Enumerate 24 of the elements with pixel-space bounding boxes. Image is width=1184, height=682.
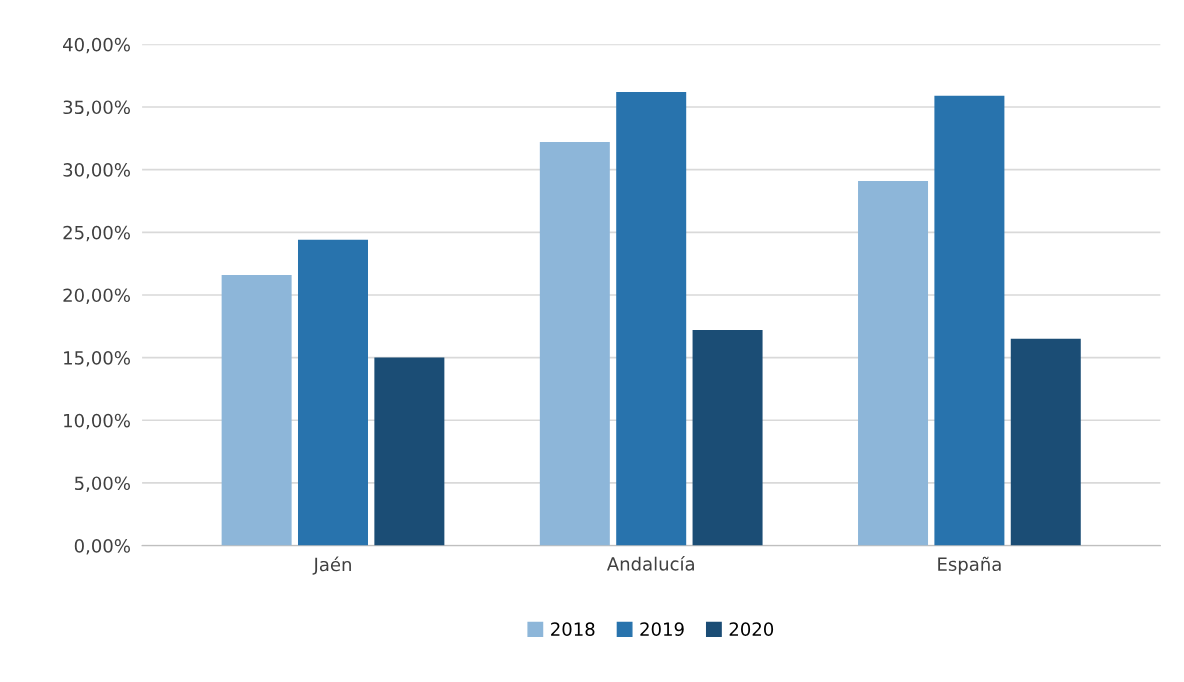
x-tick-label: España xyxy=(938,556,1001,575)
bar xyxy=(934,95,1005,546)
bar xyxy=(374,357,445,546)
x-tick-label: Andalucía xyxy=(606,555,694,571)
bar xyxy=(539,142,610,546)
y-tick-label: 15,00% xyxy=(64,351,130,367)
bar xyxy=(692,330,763,546)
y-tick-label: 25,00% xyxy=(63,225,130,242)
legend-label: 2020 xyxy=(729,622,774,636)
x-tick-label: Jaén xyxy=(312,556,351,575)
y-tick-label: 10,00% xyxy=(64,413,130,430)
bar xyxy=(298,239,368,546)
y-tick-label: 30,00% xyxy=(63,163,130,179)
bar xyxy=(858,180,929,546)
y-tick-label: 40,00% xyxy=(63,37,130,54)
legend-label: 2019 xyxy=(640,622,684,636)
legend-label: 2018 xyxy=(551,622,595,636)
y-tick-label: 5,00% xyxy=(75,476,130,492)
bar xyxy=(616,91,687,546)
y-tick-label: 20,00% xyxy=(63,288,130,304)
bar xyxy=(1010,338,1081,546)
bar xyxy=(221,274,292,546)
y-tick-label: 35,00% xyxy=(63,100,130,116)
y-tick-label: 0,00% xyxy=(74,539,130,555)
